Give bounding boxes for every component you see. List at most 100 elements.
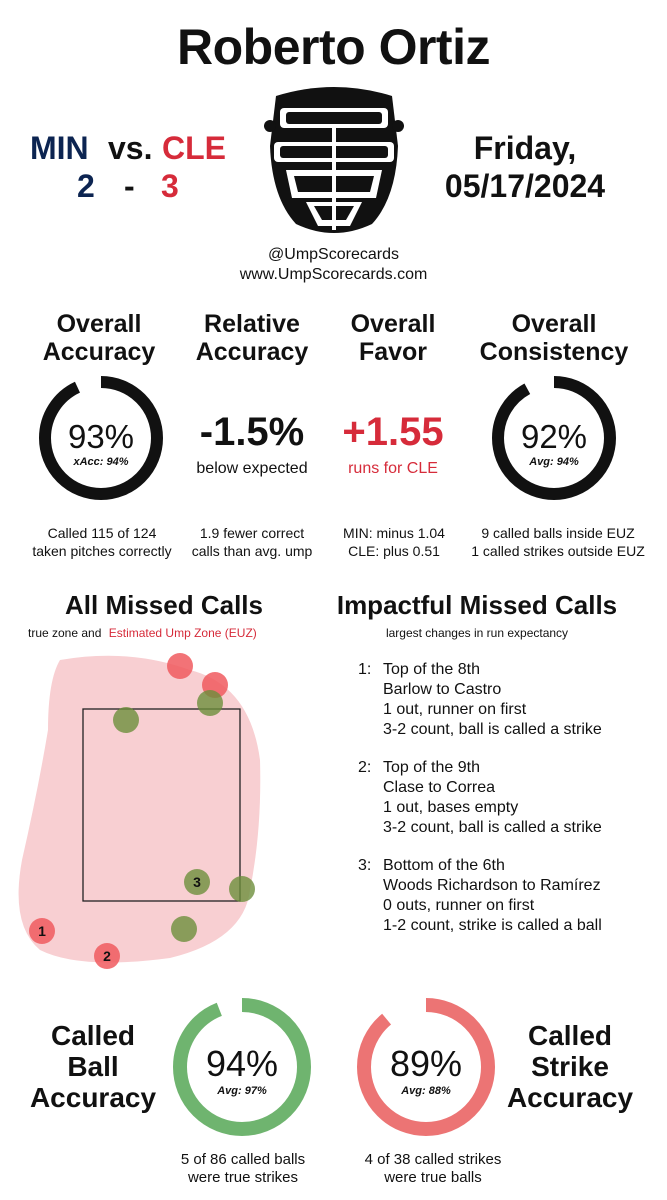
marker-label: 3 — [193, 874, 201, 890]
called-ball-ring-label: 94% Avg: 97% — [171, 1043, 313, 1097]
game-day: Friday, — [473, 130, 577, 166]
favor-note: MIN: minus 1.04 CLE: plus 0.51 — [326, 524, 462, 560]
impactful-line: 1-2 count, strike is called a ball — [383, 917, 602, 934]
consistency-ring-arc — [492, 376, 616, 500]
called-strike-note-line2: were true balls — [384, 1169, 482, 1186]
missed-ball-marker — [171, 916, 197, 942]
impactful-item: 3: Bottom of the 6th Woods Richardson to… — [358, 856, 663, 936]
impactful-subtitle: largest changes in run expectancy — [385, 626, 569, 640]
consistency-value: 92% — [520, 418, 588, 455]
favor-heading-line1: Overall — [350, 310, 436, 338]
missed-strike-marker — [29, 918, 55, 944]
impactful-line: 3-2 count, ball is called a strike — [383, 819, 602, 836]
called-ball-heading-line3: Accuracy — [29, 1082, 157, 1113]
social-website[interactable]: www.UmpScorecards.com — [239, 266, 428, 283]
accuracy-ring — [39, 376, 163, 500]
social-handle: @UmpScorecards — [268, 246, 399, 263]
consistency-heading-line1: Overall — [511, 310, 597, 338]
missed-ball-marker — [229, 876, 255, 902]
missed-ball-marker — [113, 707, 139, 733]
vs-text: vs. — [108, 130, 153, 166]
consistency-ring-label: 92% Avg: 94% — [491, 418, 617, 468]
impactful-line: Woods Richardson to Ramírez — [383, 877, 601, 894]
favor-note-line2: CLE: plus 0.51 — [348, 543, 440, 559]
umpire-mask-icon — [264, 87, 404, 233]
relative-heading-line1: Relative — [204, 310, 300, 338]
impactful-num: 3: — [358, 857, 372, 874]
accuracy-xacc: xAcc: 94% — [73, 456, 129, 468]
consistency-heading: Overall Consistency — [466, 310, 642, 366]
called-strike-avg: Avg: 88% — [401, 1085, 451, 1097]
called-strike-heading-line3: Accuracy — [506, 1082, 634, 1113]
impactful-line: Bottom of the 6th — [383, 857, 505, 874]
accuracy-ring-arc — [39, 376, 163, 500]
relative-value: -1.5% — [199, 410, 305, 454]
favor-heading-line2: Favor — [358, 338, 428, 366]
called-ball-avg: Avg: 97% — [217, 1085, 267, 1097]
consistency-note: 9 called balls inside EUZ 1 called strik… — [458, 524, 658, 560]
relative-sub: below expected — [196, 460, 308, 477]
impactful-num: 1: — [358, 661, 372, 678]
called-ball-note-line1: 5 of 86 called balls — [180, 1151, 306, 1168]
missed-ball-marker — [184, 869, 210, 895]
missed-calls-plot: 3 1 2 — [18, 653, 261, 969]
strike-zone — [82, 708, 241, 902]
called-ball-heading-line2: Ball — [67, 1051, 119, 1082]
consistency-note-line1: 9 called balls inside EUZ — [481, 525, 635, 541]
called-ball-heading-line1: Called — [50, 1020, 136, 1051]
euz-region — [18, 655, 261, 963]
missed-ball-marker — [197, 690, 223, 716]
called-strike-ring-label: 89% Avg: 88% — [355, 1043, 497, 1097]
called-strike-ring — [357, 998, 495, 1136]
accuracy-note-line1: Called 115 of 124 — [47, 525, 157, 541]
relative-heading: Relative Accuracy — [182, 310, 322, 366]
called-ball-ring-arc — [173, 998, 311, 1136]
accuracy-value: 93% — [67, 418, 135, 455]
legend-true-zone: true zone and — [28, 626, 102, 640]
relative-note-line2: calls than avg. ump — [191, 543, 313, 559]
called-strike-value: 89% — [389, 1043, 463, 1084]
consistency-ring — [492, 376, 616, 500]
called-ball-note-line2: were true strikes — [187, 1169, 299, 1186]
away-score: 2 — [77, 168, 95, 204]
home-team: CLE — [162, 130, 226, 166]
accuracy-heading-line2: Accuracy — [42, 338, 156, 366]
impactful-line: 1 out, bases empty — [383, 799, 519, 816]
favor-note-line1: MIN: minus 1.04 — [343, 525, 445, 541]
called-ball-ring — [173, 998, 311, 1136]
called-strike-heading-line2: Strike — [531, 1051, 609, 1082]
called-strike-note: 4 of 38 called strikes were true balls — [338, 1151, 528, 1187]
impactful-num: 2: — [358, 759, 372, 776]
accuracy-note-line2: taken pitches correctly — [32, 543, 172, 559]
legend-euz: Estimated Ump Zone (EUZ) — [108, 626, 257, 640]
impactful-title: Impactful Missed Calls — [336, 590, 618, 620]
impactful-item: 2: Top of the 9th Clase to Correa 1 out,… — [358, 758, 653, 838]
missed-calls-legend: true zone and Estimated Ump Zone (EUZ) — [28, 626, 257, 640]
accuracy-heading-line1: Overall — [56, 310, 142, 338]
called-ball-note: 5 of 86 called balls were true strikes — [148, 1151, 338, 1187]
impactful-line: 1 out, runner on first — [383, 701, 527, 718]
missed-strike-marker — [167, 653, 193, 679]
consistency-note-line2: 1 called strikes outside EUZ — [471, 543, 645, 559]
game-date: 05/17/2024 — [444, 168, 606, 204]
called-strike-heading: Called Strike Accuracy — [498, 1020, 642, 1113]
impactful-line: Top of the 9th — [383, 759, 480, 776]
missed-call-markers: 3 1 2 — [29, 653, 255, 969]
marker-label: 1 — [38, 923, 46, 939]
consistency-avg: Avg: 94% — [529, 456, 579, 468]
called-strike-ring-arc — [357, 998, 495, 1136]
called-strike-note-line1: 4 of 38 called strikes — [364, 1151, 502, 1168]
impactful-line: 3-2 count, ball is called a strike — [383, 721, 602, 738]
accuracy-heading: Overall Accuracy — [24, 310, 174, 366]
impactful-line: Top of the 8th — [383, 661, 480, 678]
missed-calls-title: All Missed Calls — [65, 590, 263, 620]
accuracy-note: Called 115 of 124 taken pitches correctl… — [14, 524, 190, 560]
home-score: 3 — [161, 168, 179, 204]
called-ball-value: 94% — [205, 1043, 279, 1084]
favor-value: +1.55 — [342, 410, 444, 454]
impactful-line: Barlow to Castro — [383, 681, 502, 698]
favor-sub: runs for CLE — [348, 460, 438, 477]
umpire-name: Roberto Ortiz — [177, 19, 490, 75]
missed-strike-marker — [94, 943, 120, 969]
accuracy-ring-label: 93% xAcc: 94% — [38, 418, 164, 468]
